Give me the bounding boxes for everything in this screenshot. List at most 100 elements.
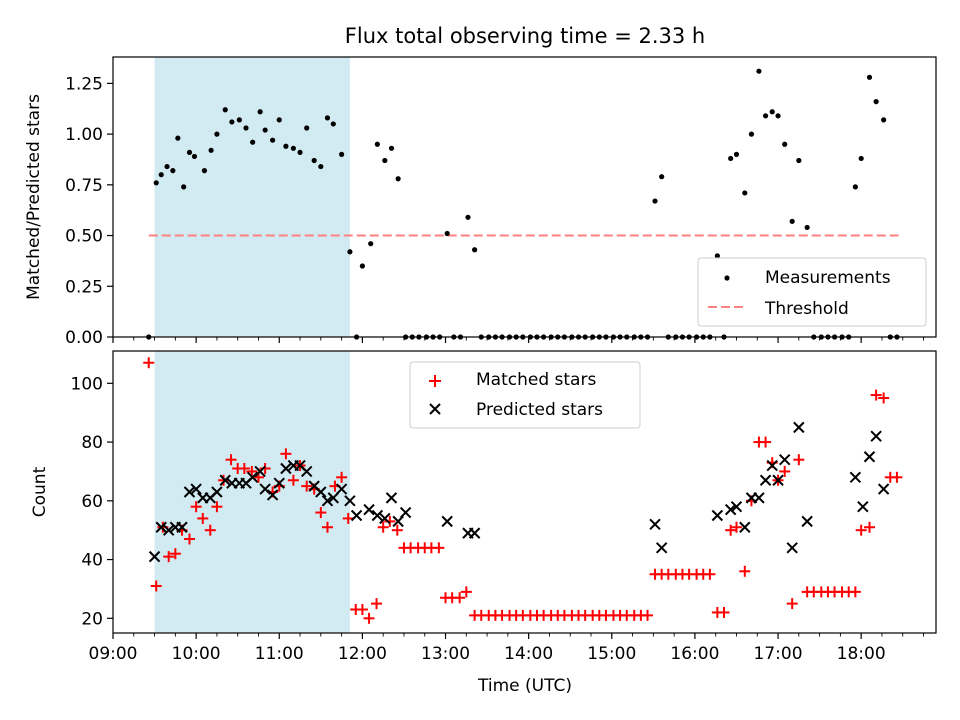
measurement-point <box>311 157 317 164</box>
predicted-star-marker <box>877 483 890 495</box>
bottom-legend-box <box>409 361 641 429</box>
predicted-star-marker <box>190 483 202 495</box>
measurement-point <box>347 249 353 255</box>
measurement-point <box>276 117 282 123</box>
matched-star-marker <box>287 474 299 486</box>
y-tick-label: 60 <box>81 492 103 512</box>
matched-star-marker <box>218 474 230 486</box>
y-tick-label: 1.25 <box>65 74 103 94</box>
matched-star-marker <box>779 465 791 477</box>
legend-measurements-marker <box>724 275 730 281</box>
predicted-star-marker <box>183 486 196 498</box>
matched-star-marker <box>163 551 175 563</box>
matched-star-marker <box>225 454 237 466</box>
matched-star-marker <box>642 609 654 621</box>
measurement-point <box>330 121 336 127</box>
measurement-point <box>881 117 887 123</box>
measurement-point <box>465 214 471 220</box>
predicted-star-marker <box>219 474 231 486</box>
bottom-legend: Matched stars Predicted stars <box>409 361 641 429</box>
measurement-point <box>339 151 345 157</box>
bottom-y-ticks: 20 40 60 80 100 <box>71 374 113 629</box>
predicted-star-marker <box>321 495 334 507</box>
matched-star-marker <box>363 612 375 624</box>
predicted-star-marker <box>739 521 751 533</box>
measurement-point <box>714 253 720 259</box>
predicted-star-marker <box>655 542 668 554</box>
measurement-point <box>262 127 268 133</box>
predicted-star-marker <box>801 515 813 528</box>
measurement-point <box>236 117 242 123</box>
measurement-point <box>243 125 249 131</box>
measurement-point <box>775 113 781 119</box>
measurement-point <box>368 241 374 247</box>
predicted-star-marker <box>211 486 223 498</box>
matched-star-marker <box>891 471 903 483</box>
legend-measurements-label: Measurements <box>765 268 891 288</box>
matched-star-marker <box>183 533 195 545</box>
matched-star-marker <box>204 524 216 536</box>
matched-star-marker <box>384 515 396 527</box>
measurement-point <box>158 172 164 178</box>
matched-star-marker <box>301 480 313 492</box>
y-tick-label: 0.00 <box>65 328 103 348</box>
measurement-point <box>186 149 193 155</box>
measurement-point <box>652 198 658 204</box>
y-tick-label: 100 <box>71 374 103 394</box>
predicted-star-marker <box>863 451 876 463</box>
predicted-star-marker <box>350 509 363 522</box>
measurement-point <box>852 184 858 190</box>
predicted-star-marker <box>266 489 279 501</box>
measurement-point <box>250 139 256 145</box>
measurement-point <box>866 74 873 80</box>
predicted-star-marker <box>399 506 412 519</box>
predicted-star-marker <box>849 471 862 484</box>
measurement-point <box>444 230 450 237</box>
measurement-point <box>789 218 795 224</box>
predicted-star-marker <box>344 495 356 507</box>
predicted-star-marker <box>327 492 340 504</box>
matched-star-marker <box>739 565 751 577</box>
matched-star-marker <box>433 542 445 554</box>
predicted-star-marker <box>468 527 481 539</box>
y-tick-label: 0.75 <box>65 176 103 196</box>
y-tick-label: 80 <box>81 433 103 453</box>
matched-star-marker <box>259 463 271 474</box>
predicted-star-marker <box>766 459 778 472</box>
predicted-star-marker <box>730 500 743 513</box>
matched-star-marker <box>197 512 209 524</box>
measurement-point <box>191 153 198 160</box>
x-tick-label: 18:00 <box>837 644 886 664</box>
bottom-shaded-region <box>154 351 350 633</box>
predicted-star-marker <box>280 462 292 475</box>
x-tick-label: 15:00 <box>587 644 636 664</box>
predicted-star-marker <box>363 503 375 516</box>
top-axes-frame <box>112 56 937 338</box>
top-y-label: Matched/Predicted stars <box>24 94 44 300</box>
measurement-point <box>748 131 755 137</box>
matched-star-marker <box>190 501 202 513</box>
measurement-point <box>164 163 170 170</box>
matched-star-marker <box>315 507 327 519</box>
measurement-point <box>270 137 276 143</box>
measurement-point <box>858 155 864 162</box>
matched-star-marker <box>280 448 292 460</box>
matched-star-marker <box>454 592 466 604</box>
measurement-point <box>804 224 810 231</box>
bottom-y-label: Count <box>30 466 50 517</box>
legend-threshold-label: Threshold <box>764 299 849 319</box>
measurement-point <box>382 157 388 164</box>
measurement-point <box>359 263 365 269</box>
matched-star-marker <box>849 586 861 598</box>
predicted-star-marker <box>300 465 313 478</box>
measurement-point <box>229 119 235 125</box>
y-tick-label: 0.50 <box>65 227 103 247</box>
measurement-point <box>214 131 220 137</box>
matched-star-marker <box>725 524 737 536</box>
predicted-star-marker <box>259 483 271 495</box>
predicted-star-markers <box>148 421 890 563</box>
matched-star-marker <box>718 606 730 618</box>
predicted-star-marker <box>870 430 882 442</box>
x-tick-label: 16:00 <box>670 644 719 664</box>
